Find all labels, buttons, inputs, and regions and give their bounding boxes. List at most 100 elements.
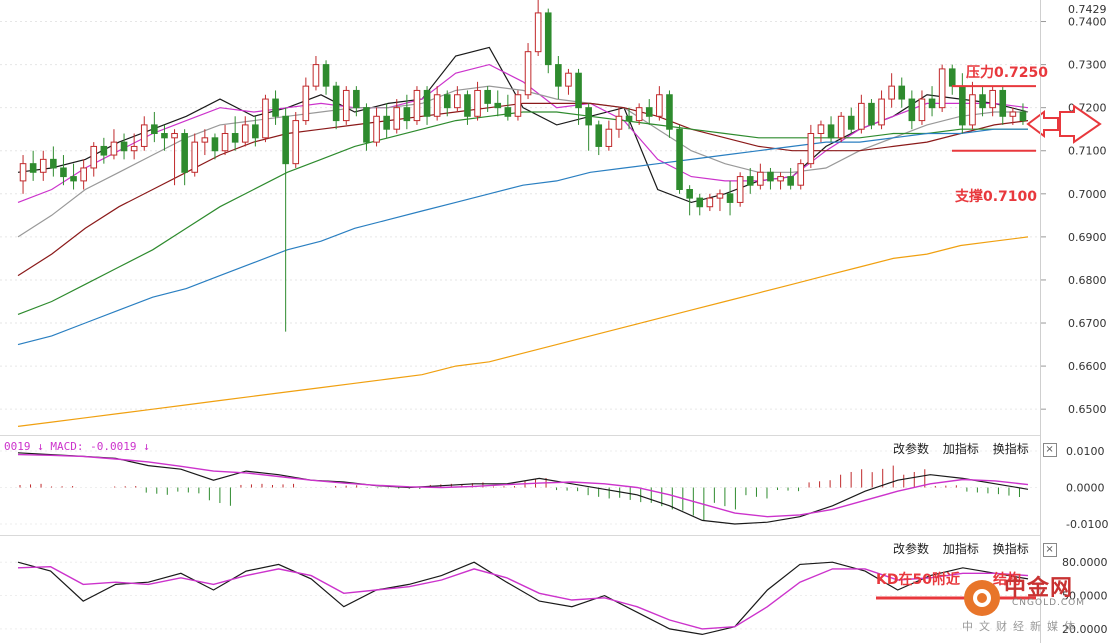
candle-body <box>938 68 946 109</box>
candle-body <box>948 68 956 87</box>
candlesticks: 0.7466 <box>19 0 1027 332</box>
candle-body <box>1019 111 1027 122</box>
candle-body <box>706 197 714 208</box>
pane-divider-macd <box>0 435 1040 436</box>
candle-body <box>635 107 643 122</box>
candle-body <box>403 107 411 122</box>
price-tick-label: 0.7100 <box>1068 145 1107 158</box>
price-tick-label: 0.6800 <box>1068 274 1107 287</box>
candle-body <box>575 72 582 109</box>
candle-body <box>666 94 673 130</box>
candle-body <box>514 94 522 117</box>
candle-body <box>19 163 27 182</box>
arrow-right-icon <box>1026 110 1059 138</box>
kd-d-line <box>17 565 1029 630</box>
moving-average-line <box>17 111 1028 315</box>
support-label: 支撑0.7100 <box>955 189 1038 205</box>
candle-body <box>50 158 57 169</box>
candle-body <box>252 124 259 139</box>
candle-body <box>454 94 461 109</box>
price-tick-label: 0.6700 <box>1068 317 1107 330</box>
candle-body <box>746 176 754 186</box>
candle-body <box>474 89 481 117</box>
candle-body <box>767 171 774 182</box>
candle-body <box>302 85 310 122</box>
kd-annotation: KD在50附近 <box>876 572 960 588</box>
candle-body <box>837 115 845 139</box>
candle-body <box>161 133 168 139</box>
candle-body <box>60 167 67 178</box>
candle-body <box>696 197 704 208</box>
candle-body <box>181 133 188 173</box>
moving-average-line <box>17 128 1028 346</box>
switch-indicator-button[interactable]: 换指标 <box>992 442 1029 456</box>
adjust-params-button[interactable]: 改参数 <box>893 442 930 456</box>
candle-body <box>433 94 441 117</box>
kd-k-line <box>17 561 1029 636</box>
candle-body <box>969 94 976 126</box>
kd-toolbar: 改参数 加指标 换指标 × <box>893 540 1067 557</box>
candle-body <box>363 107 370 143</box>
candle-body <box>898 85 906 100</box>
candle-body <box>847 115 855 130</box>
arrow-right-icon-2 <box>1059 104 1102 144</box>
add-indicator-button[interactable]: 加指标 <box>942 442 979 456</box>
close-icon-kd[interactable]: × <box>1042 542 1057 557</box>
candle-body <box>565 72 572 87</box>
pane-divider-kd <box>0 535 1040 536</box>
candle-body <box>484 89 491 104</box>
watermark-brand: 中金网 <box>1004 576 1074 601</box>
candle-body <box>757 171 764 186</box>
candle-body <box>383 115 390 130</box>
cngold-logo-icon <box>964 580 1000 616</box>
candle-body <box>1009 111 1017 117</box>
candle-body <box>908 98 916 122</box>
resistance-label: 压力0.7250 <box>966 65 1049 81</box>
candle-body <box>282 115 289 165</box>
candle-body <box>656 94 663 117</box>
candle-body <box>959 85 966 126</box>
forecast-arrows <box>1026 104 1102 144</box>
candle-body <box>726 193 734 203</box>
candle-body <box>464 94 471 117</box>
candle-body <box>868 102 875 126</box>
candle-body <box>979 94 986 109</box>
candle-body <box>231 133 239 143</box>
adjust-params-button-kd[interactable]: 改参数 <box>893 542 930 556</box>
candle-body <box>555 64 562 87</box>
candle-body <box>191 141 199 173</box>
candle-body <box>332 85 340 122</box>
price-axis: 0.74000.73000.72000.71000.70000.69000.68… <box>1040 3 1107 416</box>
candle-body <box>736 176 744 203</box>
add-indicator-button-kd[interactable]: 加指标 <box>942 542 979 556</box>
kd-tick-label: 80.0000 <box>1062 556 1108 569</box>
candle-body <box>989 89 996 109</box>
candle-body <box>605 128 613 147</box>
candle-body <box>292 120 300 165</box>
price-tick-label: 0.7300 <box>1068 59 1107 72</box>
candle-body <box>171 133 178 139</box>
kd-tick-label: 50.0000 <box>1062 590 1108 603</box>
candle-body <box>878 98 885 126</box>
candle-body <box>262 98 269 139</box>
candle-body <box>201 137 209 143</box>
moving-average-line <box>17 63 1029 203</box>
candle-body <box>494 102 502 109</box>
candle-body <box>100 145 108 156</box>
macd-tick-label: 0.0100 <box>1066 445 1105 458</box>
candle-body <box>29 163 37 173</box>
kd-annotation-tail: 结构 <box>993 572 1021 588</box>
candle-body <box>777 176 784 182</box>
moving-average-line <box>17 102 1029 277</box>
candle-body <box>797 163 805 186</box>
candle-body <box>534 12 542 53</box>
candle-body <box>827 124 835 139</box>
close-icon[interactable]: × <box>1042 442 1057 457</box>
candle-body <box>645 107 653 117</box>
candle-body <box>999 89 1007 117</box>
macd-label: 0019 ↓ MACD: -0.0019 ↓ <box>4 440 150 453</box>
macd-panel: 0.0100 0.0000 -0.0100 <box>0 445 1108 531</box>
switch-indicator-button-kd[interactable]: 换指标 <box>992 542 1029 556</box>
last-price-label: 0.7429 <box>1068 3 1107 16</box>
